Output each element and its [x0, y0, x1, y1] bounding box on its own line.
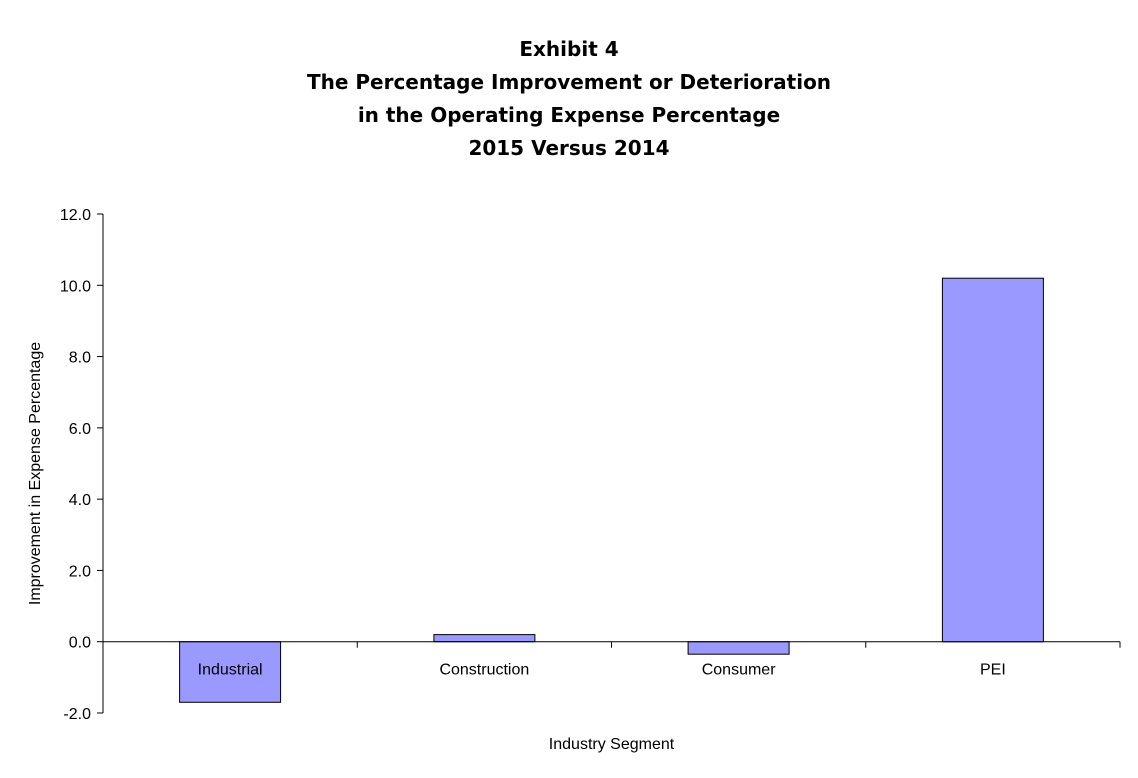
y-tick-label: 4.0: [69, 492, 91, 509]
x-category-label: PEI: [980, 662, 1006, 679]
bar-consumer: [687, 641, 790, 655]
y-tick-label: 0.0: [69, 635, 91, 652]
y-tick-label: -2.0: [63, 706, 91, 723]
axes-layer: [97, 213, 1121, 714]
y-tick-label: 12.0: [60, 207, 91, 224]
x-category-label: Consumer: [702, 662, 776, 679]
labels-layer: 12.0 10.0 8.0 6.0 4.0 2.0 0.0 -2.0 Industrial Con…: [60, 207, 1006, 723]
chart-title-line-3: in the Operating Expense Percentage: [357, 103, 781, 127]
x-category-label: Industrial: [198, 662, 263, 679]
y-tick-label: 8.0: [69, 350, 91, 367]
chart-title: Exhibit 4 The Percentage Improvement or …: [0, 33, 1138, 165]
y-tick-label: 2.0: [69, 563, 91, 580]
y-tick-label: 6.0: [69, 421, 91, 438]
chart-title-line-4: 2015 Versus 2014: [468, 136, 670, 160]
chart-title-line-1: Exhibit 4: [519, 37, 619, 61]
bar-pei: [941, 277, 1044, 643]
x-category-label: Construction: [439, 662, 529, 679]
bars-layer: [179, 277, 1044, 703]
y-axis-title: Improvement in Expense Percentage: [27, 342, 44, 605]
bar-construction: [433, 634, 536, 643]
bar-industrial: [179, 641, 282, 703]
x-axis-title: Industry Segment: [549, 736, 675, 753]
y-tick-label: 10.0: [60, 278, 91, 295]
chart-title-line-2: The Percentage Improvement or Deteriorat…: [306, 70, 832, 94]
